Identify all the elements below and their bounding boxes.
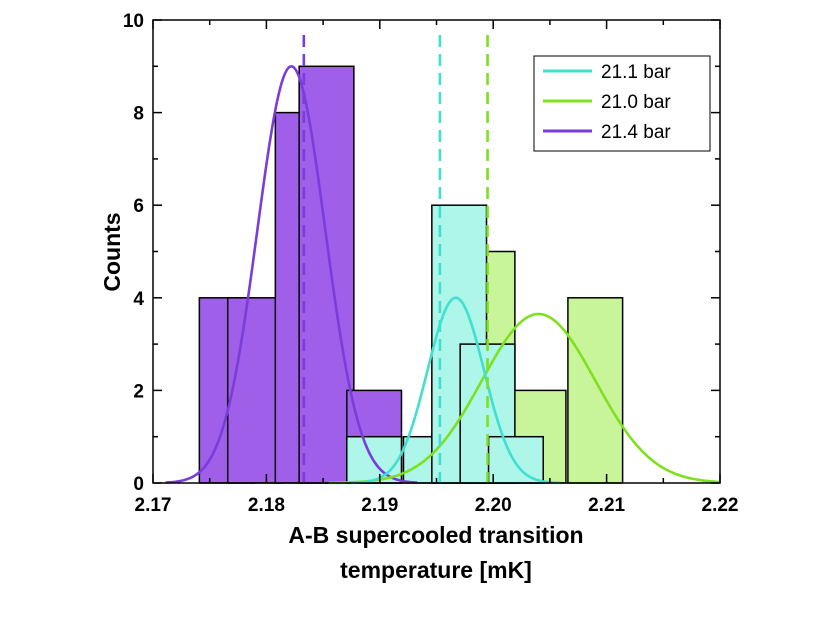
y-tick-label: 10 xyxy=(123,11,144,32)
x-tick-label: 2.21 xyxy=(588,495,625,516)
y-tick-label: 6 xyxy=(133,196,144,217)
x-tick-labels: 2.17 2.18 2.19 2.20 2.21 2.22 xyxy=(135,495,739,516)
legend-label-21-0-bar: 21.0 bar xyxy=(601,92,671,113)
bar-21-0-bar-2 xyxy=(567,297,624,484)
x-tick-label: 2.20 xyxy=(475,495,512,516)
y-tick-label: 2 xyxy=(133,381,144,402)
x-tick-label: 2.18 xyxy=(248,495,285,516)
y-tick-labels: 0 2 4 6 8 10 xyxy=(123,11,145,495)
fit-curve-21-0-bar xyxy=(328,312,721,485)
fit-curve-21-1-bar xyxy=(350,296,561,485)
bar-21-4-bar-1 xyxy=(226,297,284,484)
legend-label-21-4-bar: 21.4 bar xyxy=(601,122,671,143)
x-tick-label: 2.22 xyxy=(702,495,739,516)
legend-label-21-1-bar: 21.1 bar xyxy=(601,62,671,83)
legend: 21.1 bar 21.0 bar 21.4 bar xyxy=(533,55,711,152)
x-axis-title-line1: A-B supercooled transition xyxy=(288,522,583,548)
bar-21-1-bar-4 xyxy=(487,435,544,484)
y-tick-label: 4 xyxy=(133,289,144,310)
bar-21-4-bar-3 xyxy=(298,65,355,484)
fit-curve-21-4-bar xyxy=(165,64,418,484)
fit-curves-layer xyxy=(165,64,721,485)
y-tick-label: 0 xyxy=(133,474,144,495)
x-tick-label: 2.17 xyxy=(135,495,172,516)
ticks-layer xyxy=(152,19,721,484)
x-tick-label: 2.19 xyxy=(361,495,398,516)
y-axis-title: Counts xyxy=(99,212,125,291)
y-tick-label: 8 xyxy=(133,104,144,125)
x-axis-title-line2: temperature [mK] xyxy=(340,557,532,583)
